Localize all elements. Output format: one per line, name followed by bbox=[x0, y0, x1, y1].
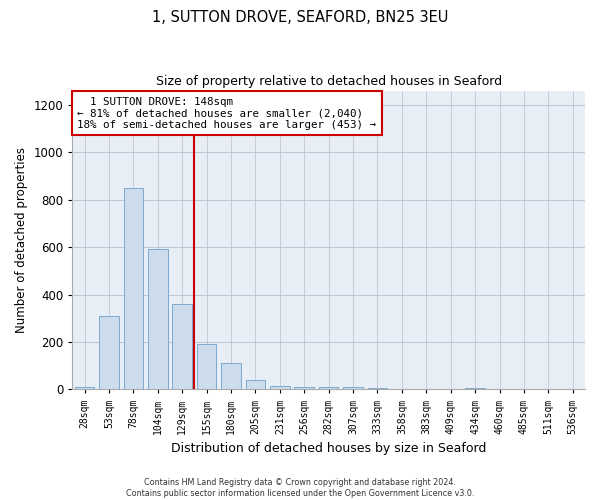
Bar bbox=[197, 344, 217, 390]
Text: Contains HM Land Registry data © Crown copyright and database right 2024.
Contai: Contains HM Land Registry data © Crown c… bbox=[126, 478, 474, 498]
Bar bbox=[75, 387, 94, 390]
Bar bbox=[295, 387, 314, 390]
Bar bbox=[343, 387, 363, 390]
Y-axis label: Number of detached properties: Number of detached properties bbox=[15, 147, 28, 333]
Bar bbox=[270, 386, 290, 390]
Bar bbox=[172, 304, 192, 390]
Bar bbox=[466, 388, 485, 390]
Text: 1, SUTTON DROVE, SEAFORD, BN25 3EU: 1, SUTTON DROVE, SEAFORD, BN25 3EU bbox=[152, 10, 448, 25]
X-axis label: Distribution of detached houses by size in Seaford: Distribution of detached houses by size … bbox=[171, 442, 487, 455]
Bar bbox=[124, 188, 143, 390]
Bar bbox=[148, 250, 167, 390]
Bar bbox=[319, 387, 338, 390]
Bar bbox=[245, 380, 265, 390]
Bar bbox=[99, 316, 119, 390]
Title: Size of property relative to detached houses in Seaford: Size of property relative to detached ho… bbox=[155, 75, 502, 88]
Text: 1 SUTTON DROVE: 148sqm
← 81% of detached houses are smaller (2,040)
18% of semi-: 1 SUTTON DROVE: 148sqm ← 81% of detached… bbox=[77, 96, 376, 130]
Bar bbox=[221, 364, 241, 390]
Bar bbox=[368, 388, 387, 390]
